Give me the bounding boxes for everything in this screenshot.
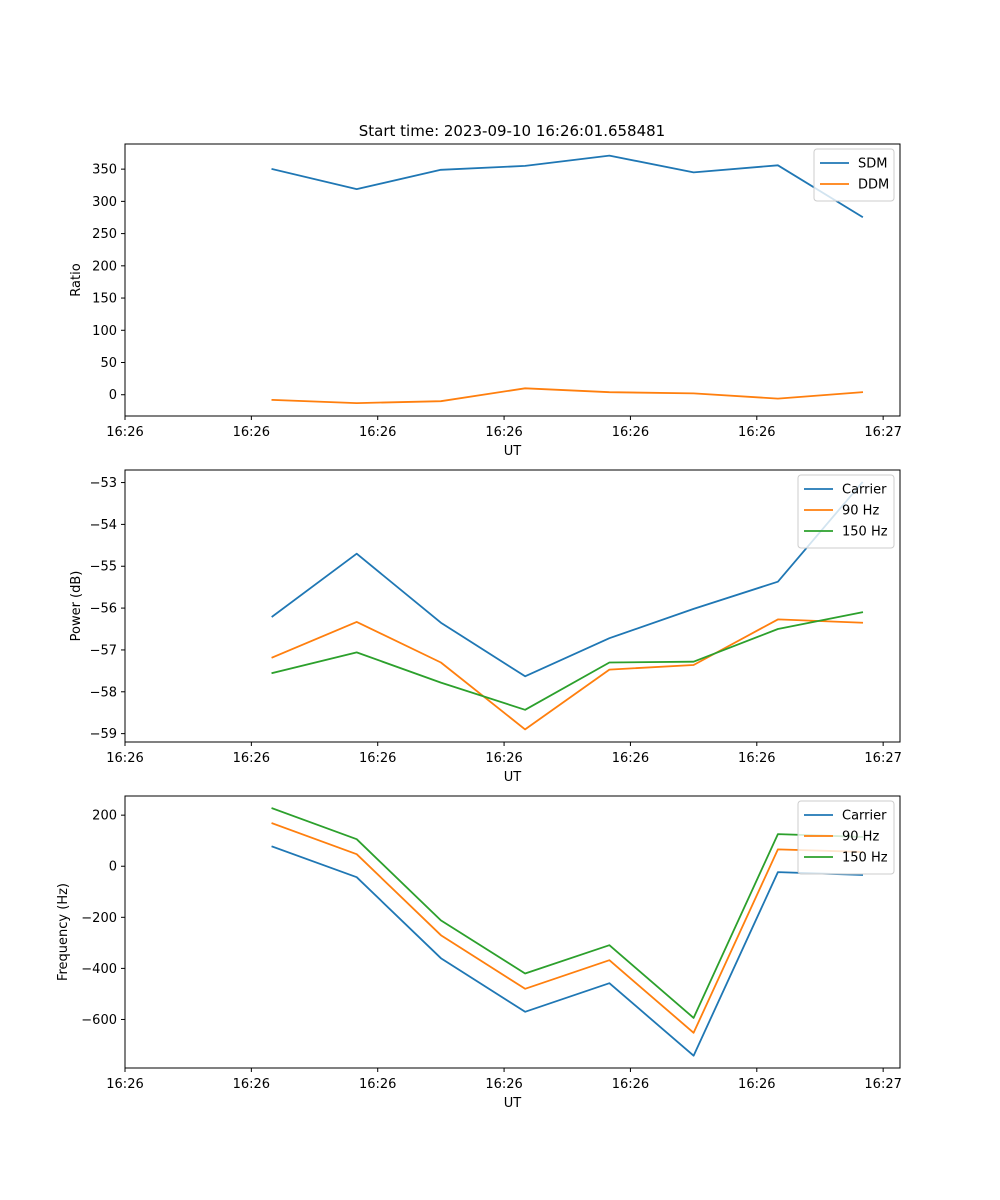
ratio-legend-label-ddm: DDM	[858, 178, 889, 193]
frequency-legend-label-90-hz: 90 Hz	[842, 830, 879, 845]
ratio-x-tick-label: 16:26	[612, 425, 649, 440]
power-x-tick-label: 16:26	[233, 751, 270, 766]
frequency-legend-label-150-hz: 150 Hz	[842, 851, 888, 866]
power-y-axis-label: Power (dB)	[69, 571, 84, 642]
frequency-x-axis-label: UT	[504, 1096, 522, 1111]
power-legend: Carrier 90 Hz 150 Hz	[797, 474, 895, 549]
ratio-y-tick-label: 350	[92, 163, 117, 178]
ratio-legend: SDM DDM	[813, 148, 895, 202]
power-legend-label-carrier: Carrier	[842, 483, 887, 498]
figure-title: Start time: 2023-09-10 16:26:01.658481	[359, 122, 665, 140]
frequency-y-tick-label: 200	[92, 809, 117, 824]
ratio-y-tick-label: 0	[109, 388, 117, 403]
power-series-carrier-line	[271, 481, 864, 678]
power-x-tick-label: 16:26	[106, 751, 143, 766]
power-y-tick-label: −55	[90, 560, 117, 575]
frequency-panel: 16:26 16:26 16:26 16:26 16:26 16:26 16:27 −600 −…	[56, 795, 902, 1111]
ratio-legend-box	[813, 148, 895, 202]
frequency-axes-frame	[124, 795, 901, 1069]
power-x-tick-label: 16:26	[485, 751, 522, 766]
ratio-y-axis-label: Ratio	[69, 263, 84, 296]
ratio-y-tick-label: 150	[92, 292, 117, 307]
frequency-y-axis-label: Frequency (Hz)	[56, 883, 71, 981]
power-axes-frame	[124, 469, 901, 743]
frequency-x-tick-label: 16:26	[359, 1077, 396, 1092]
frequency-legend-box	[797, 800, 895, 875]
power-y-tick-label: −59	[90, 727, 117, 742]
ratio-axes-frame	[124, 143, 901, 417]
ratio-y-tick-label: 300	[92, 195, 117, 210]
ratio-x-tick-label: 16:26	[106, 425, 143, 440]
power-series-150-hz-line	[271, 611, 864, 711]
frequency-legend: Carrier 90 Hz 150 Hz	[797, 800, 895, 875]
power-x-axis-label: UT	[504, 770, 522, 785]
frequency-y-tick-label: −400	[81, 962, 117, 977]
power-x-tick-label: 16:26	[738, 751, 775, 766]
frequency-series-90-hz-line	[271, 822, 864, 1034]
power-x-tick-label: 16:27	[864, 751, 901, 766]
power-y-tick-label: −56	[90, 602, 117, 617]
frequency-y-tick-label: −200	[81, 911, 117, 926]
frequency-x-tick-label: 16:27	[864, 1077, 901, 1092]
ratio-x-axis-label: UT	[504, 444, 522, 459]
power-x-tick-label: 16:26	[359, 751, 396, 766]
ratio-panel: 16:26 16:26 16:26 16:26 16:26 16:26 16:27 0 50 10…	[69, 143, 902, 459]
frequency-legend-label-carrier: Carrier	[842, 809, 887, 824]
ratio-x-tick-label: 16:27	[864, 425, 901, 440]
ratio-series-ddm-line	[271, 387, 864, 405]
power-x-tick-label: 16:26	[612, 751, 649, 766]
frequency-x-tick-label: 16:26	[612, 1077, 649, 1092]
ratio-y-tick-label: 100	[92, 324, 117, 339]
ratio-series-sdm-line	[271, 154, 864, 219]
frequency-x-tick-label: 16:26	[485, 1077, 522, 1092]
frequency-series-carrier-line	[271, 845, 864, 1057]
ratio-x-tick-label: 16:26	[738, 425, 775, 440]
power-legend-label-90-hz: 90 Hz	[842, 504, 879, 519]
ratio-y-tick-label: 50	[100, 356, 117, 371]
power-legend-label-150-hz: 150 Hz	[842, 525, 888, 540]
power-legend-box	[797, 474, 895, 549]
power-y-tick-label: −54	[90, 518, 117, 533]
ratio-x-tick-label: 16:26	[233, 425, 270, 440]
frequency-y-tick-label: 0	[109, 860, 117, 875]
power-panel: 16:26 16:26 16:26 16:26 16:26 16:26 16:27 −59 −5…	[69, 469, 902, 785]
ratio-x-tick-label: 16:26	[359, 425, 396, 440]
frequency-x-tick-label: 16:26	[106, 1077, 143, 1092]
ratio-x-tick-label: 16:26	[485, 425, 522, 440]
ratio-legend-label-sdm: SDM	[858, 157, 887, 172]
frequency-x-tick-label: 16:26	[738, 1077, 775, 1092]
power-y-tick-label: −57	[90, 643, 117, 658]
ratio-y-tick-label: 250	[92, 227, 117, 242]
power-series-90-hz-line	[271, 618, 864, 731]
frequency-x-tick-label: 16:26	[233, 1077, 270, 1092]
frequency-series-150-hz-line	[271, 807, 864, 1019]
power-y-tick-label: −53	[90, 476, 117, 491]
ratio-y-tick-label: 200	[92, 259, 117, 274]
frequency-y-tick-label: −600	[81, 1013, 117, 1028]
power-y-tick-label: −58	[90, 685, 117, 700]
